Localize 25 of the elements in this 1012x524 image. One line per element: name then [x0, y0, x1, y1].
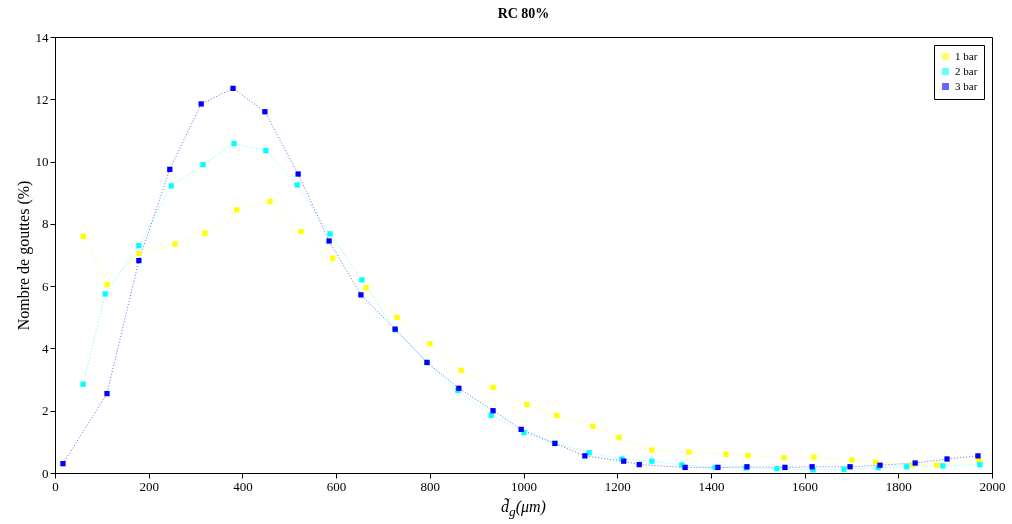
chart-title: RC 80%: [497, 6, 550, 21]
x-tick-label: 1800: [885, 478, 912, 494]
y-tick-label: 4: [42, 340, 49, 356]
y-tick-label: 2: [42, 403, 49, 419]
x-tick-label: 800: [420, 478, 441, 494]
y-axis-title: Nombre de gouttes (%): [14, 180, 33, 331]
y-tick-label: 14: [35, 29, 49, 45]
x-tick-label: 1200: [604, 478, 631, 494]
x-axis-title: d̃$_{g}$(μm): [500, 498, 547, 521]
y-tick-label: 12: [35, 91, 49, 107]
y-tick-label: 0: [42, 465, 49, 481]
legend-label: 1 bar: [955, 49, 978, 62]
x-tick-label: 1400: [698, 478, 725, 494]
y-tick-label: 8: [42, 216, 49, 232]
y-tick-label: 10: [35, 154, 49, 170]
x-tick-label: 400: [233, 478, 253, 494]
x-tick-label: 2000: [979, 478, 1006, 494]
x-tick-label: 600: [326, 478, 347, 494]
x-tick-label: 1000: [511, 478, 537, 494]
legend-label: 2 bar: [955, 64, 978, 77]
legend-label: 3 bar: [955, 79, 978, 92]
x-tick-label: 1600: [792, 478, 819, 494]
x-tick-label: 0: [52, 478, 59, 494]
y-tick-label: 6: [42, 278, 49, 294]
x-tick-label: 200: [139, 478, 159, 494]
